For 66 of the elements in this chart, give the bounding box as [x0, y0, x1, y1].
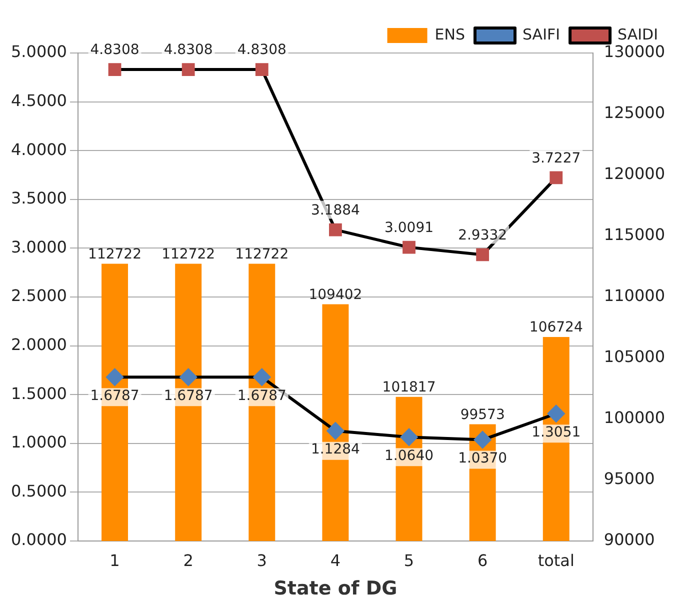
data-label: 4.8308	[90, 42, 140, 58]
y2-tick-label: 120000	[604, 164, 665, 184]
x-tick-label: total	[538, 550, 574, 570]
y-tick-label: 5.0000	[11, 42, 67, 62]
data-label: 106724	[529, 320, 583, 336]
point	[329, 223, 342, 236]
y2-tick-label: 130000	[604, 42, 665, 62]
point	[548, 405, 565, 422]
data-label: 1.6787	[90, 388, 140, 404]
point	[106, 368, 124, 386]
data-label: 3.1884	[310, 202, 360, 218]
data-label: 99573	[460, 406, 505, 423]
point	[182, 63, 195, 76]
y2-tick-label: 125000	[604, 103, 665, 122]
x-axis-title: State of DG	[274, 578, 398, 600]
y2-tick-label: 105000	[604, 347, 665, 366]
data-label: 112722	[88, 246, 142, 262]
y-tick-label: 4.0000	[11, 140, 67, 159]
legend-label: SAIFI	[522, 25, 560, 44]
x-tick-label: 1	[110, 550, 120, 570]
point	[326, 422, 344, 440]
data-label: 3.0091	[384, 220, 434, 236]
x-tick-label: 4	[330, 550, 341, 570]
x-tick-label: 6	[477, 550, 488, 570]
data-label: 1.6787	[164, 388, 213, 404]
y-tick-label: 3.0000	[11, 237, 67, 256]
data-label: 1.6787	[237, 388, 286, 404]
data-label: 1.3051	[532, 424, 581, 440]
data-label: 112722	[162, 246, 216, 262]
y-tick-label: 2.5000	[11, 286, 67, 306]
data-label: 109402	[308, 286, 362, 303]
point	[550, 171, 563, 184]
y2-tick-label: 100000	[604, 408, 665, 428]
y2-tick-label: 95000	[604, 469, 655, 488]
point	[108, 63, 122, 76]
y-tick-label: 0.0000	[11, 530, 67, 550]
point	[255, 63, 268, 76]
data-label: 3.7227	[532, 150, 581, 166]
x-tick-label: 3	[256, 550, 267, 570]
data-label: 1.1284	[310, 442, 360, 458]
legend-label: SAIDI	[618, 25, 658, 44]
data-label: 101817	[382, 379, 436, 396]
data-label: 112722	[235, 246, 289, 262]
x-tick-label: 2	[183, 550, 194, 570]
point	[402, 240, 416, 254]
y2-tick-label: 115000	[604, 225, 665, 244]
y2-tick-label: 90000	[604, 530, 655, 550]
point	[253, 368, 270, 386]
point	[180, 368, 197, 386]
x-tick-label: 5	[404, 550, 414, 570]
y-tick-label: 1.0000	[11, 432, 67, 452]
y2-tick-label: 110000	[604, 286, 665, 306]
point	[474, 431, 492, 448]
y-tick-label: 4.5000	[11, 90, 67, 110]
y-tick-label: 3.5000	[11, 188, 67, 208]
y-tick-label: 1.5000	[11, 384, 67, 403]
point	[476, 248, 490, 262]
data-label: 4.8308	[237, 42, 286, 58]
y-tick-label: 2.0000	[11, 334, 67, 354]
data-label: 1.0370	[458, 450, 508, 466]
point	[400, 428, 418, 446]
data-label: 4.8308	[164, 42, 213, 58]
data-label: 1.0640	[384, 448, 434, 464]
data-label: 2.9332	[458, 227, 508, 244]
y-tick-label: 0.5000	[11, 481, 67, 500]
legend-label: ENS	[434, 25, 466, 44]
